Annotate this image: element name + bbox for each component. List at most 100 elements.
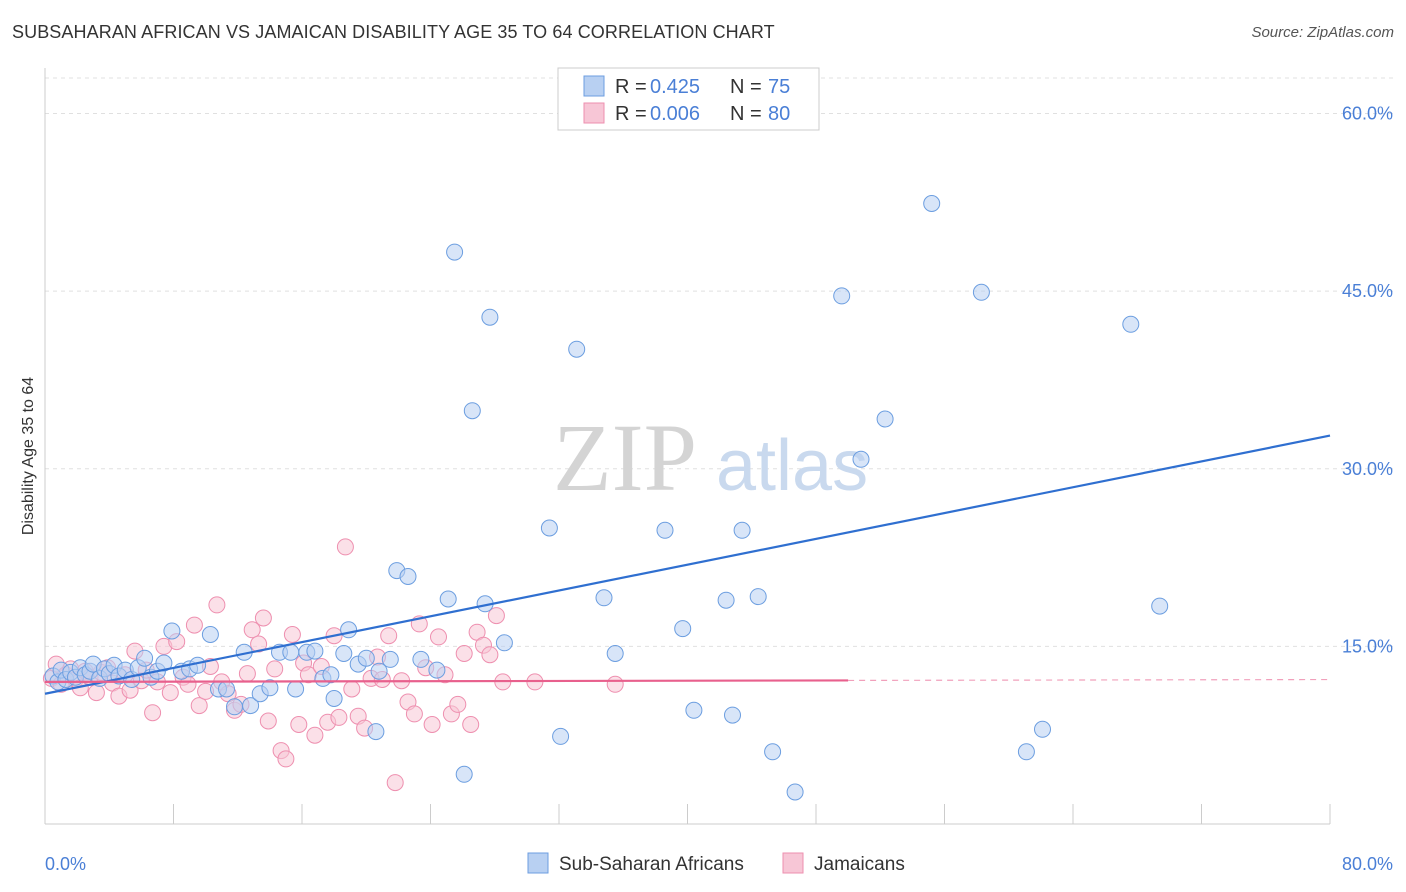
point-sub-saharan bbox=[674, 620, 692, 638]
y-axis-title: Disability Age 35 to 64 bbox=[20, 377, 37, 535]
point-sub-saharan bbox=[242, 697, 260, 715]
point-sub-saharan bbox=[656, 521, 674, 539]
point-sub-saharan bbox=[852, 450, 870, 468]
point-sub-saharan bbox=[495, 634, 513, 652]
point-jamaican bbox=[87, 684, 105, 702]
legend-r-value: 0.006 bbox=[650, 103, 700, 125]
point-sub-saharan bbox=[749, 588, 767, 606]
point-sub-saharan bbox=[381, 650, 399, 668]
point-jamaican bbox=[185, 616, 203, 634]
source-label: Source: ZipAtlas.com bbox=[1251, 24, 1394, 41]
point-jamaican bbox=[290, 716, 308, 733]
point-sub-saharan bbox=[340, 621, 358, 639]
point-sub-saharan bbox=[226, 698, 243, 716]
point-sub-saharan bbox=[201, 626, 219, 643]
point-sub-saharan bbox=[606, 645, 624, 662]
point-jamaican bbox=[208, 596, 226, 614]
point-jamaican bbox=[283, 626, 301, 643]
point-sub-saharan bbox=[335, 645, 353, 662]
point-jamaican bbox=[306, 726, 324, 744]
point-sub-saharan bbox=[717, 591, 735, 609]
point-sub-saharan bbox=[764, 743, 782, 761]
legend-r-value: 0.425 bbox=[650, 76, 700, 98]
point-sub-saharan bbox=[136, 649, 154, 667]
point-jamaican bbox=[266, 660, 284, 678]
point-sub-saharan bbox=[370, 662, 388, 680]
point-sub-saharan bbox=[540, 519, 558, 537]
point-sub-saharan bbox=[876, 410, 894, 428]
point-jamaican bbox=[462, 716, 480, 733]
legend-n-value: 80 bbox=[768, 103, 790, 125]
legend-n-label: N = bbox=[730, 76, 762, 98]
trend-line-jamaican bbox=[44, 679, 849, 684]
point-sub-saharan bbox=[399, 568, 417, 585]
bottom-legend-label: Sub-Saharan Africans bbox=[559, 854, 744, 875]
axes-layer: 15.0% 30.0% 45.0% 60.0% 0.0% 80.0% bbox=[44, 68, 1393, 874]
point-sub-saharan bbox=[218, 680, 235, 698]
point-jamaican bbox=[405, 705, 423, 723]
point-jamaican bbox=[336, 538, 354, 556]
y-tick-label: 30.0% bbox=[1342, 459, 1393, 479]
point-sub-saharan bbox=[568, 340, 586, 358]
point-jamaican bbox=[243, 621, 261, 639]
point-jamaican bbox=[430, 628, 447, 646]
point-sub-saharan bbox=[1017, 743, 1035, 761]
point-jamaican bbox=[423, 716, 441, 733]
legend-r-label: R = bbox=[615, 76, 647, 98]
legend-box: R = 0.425 N = 75 R = 0.006 N = 80 bbox=[557, 67, 820, 131]
point-sub-saharan bbox=[357, 649, 375, 667]
point-sub-saharan bbox=[595, 589, 613, 607]
bottom-legend-swatch-pink bbox=[782, 852, 804, 874]
point-sub-saharan bbox=[923, 195, 941, 212]
point-sub-saharan bbox=[833, 287, 851, 305]
bottom-legend: Sub-Saharan Africans Jamaicans bbox=[527, 852, 905, 875]
point-jamaican bbox=[343, 680, 361, 698]
chart-title: SUBSAHARAN AFRICAN VS JAMAICAN DISABILIT… bbox=[12, 22, 775, 42]
watermark-zip: ZIP bbox=[553, 404, 697, 511]
legend-n-label: N = bbox=[730, 103, 762, 125]
point-sub-saharan bbox=[306, 642, 324, 660]
point-sub-saharan bbox=[261, 679, 279, 697]
point-sub-saharan bbox=[786, 783, 804, 801]
x-tick-label: 80.0% bbox=[1342, 854, 1393, 874]
trend-line-jamaican-extension bbox=[848, 678, 1331, 682]
point-jamaican bbox=[481, 646, 499, 664]
point-sub-saharan bbox=[282, 643, 300, 661]
point-jamaican bbox=[144, 704, 162, 722]
y-tick-label: 15.0% bbox=[1342, 636, 1393, 656]
points-layer bbox=[42, 195, 1169, 801]
point-sub-saharan bbox=[1034, 720, 1051, 738]
point-jamaican bbox=[455, 645, 473, 662]
point-sub-saharan bbox=[412, 650, 430, 668]
point-jamaican bbox=[250, 635, 268, 653]
legend-r-label: R = bbox=[615, 103, 647, 125]
x-tick-label: 0.0% bbox=[45, 854, 86, 874]
point-sub-saharan bbox=[367, 723, 385, 741]
grid-layer bbox=[45, 77, 1393, 647]
point-jamaican bbox=[161, 684, 179, 702]
y-tick-label: 45.0% bbox=[1342, 281, 1393, 301]
point-jamaican bbox=[386, 774, 404, 792]
point-sub-saharan bbox=[428, 661, 446, 679]
point-sub-saharan bbox=[325, 690, 343, 707]
trend-layer bbox=[44, 434, 1331, 695]
point-jamaican bbox=[259, 712, 277, 730]
watermark-atlas: atlas bbox=[716, 426, 868, 506]
point-sub-saharan bbox=[972, 283, 990, 301]
point-jamaican bbox=[330, 708, 348, 726]
point-jamaican bbox=[277, 750, 295, 768]
point-sub-saharan bbox=[287, 680, 305, 698]
point-jamaican bbox=[380, 627, 398, 645]
legend-n-value: 75 bbox=[768, 76, 790, 98]
point-jamaican bbox=[606, 675, 624, 693]
bottom-legend-label: Jamaicans bbox=[814, 854, 905, 875]
point-sub-saharan bbox=[481, 308, 499, 326]
point-sub-saharan bbox=[724, 706, 741, 724]
y-tick-label: 60.0% bbox=[1342, 104, 1393, 124]
point-sub-saharan bbox=[446, 243, 464, 261]
point-jamaican bbox=[487, 607, 505, 625]
bottom-legend-swatch-blue bbox=[527, 852, 549, 874]
point-sub-saharan bbox=[463, 402, 481, 420]
legend-swatch-blue bbox=[583, 75, 605, 97]
